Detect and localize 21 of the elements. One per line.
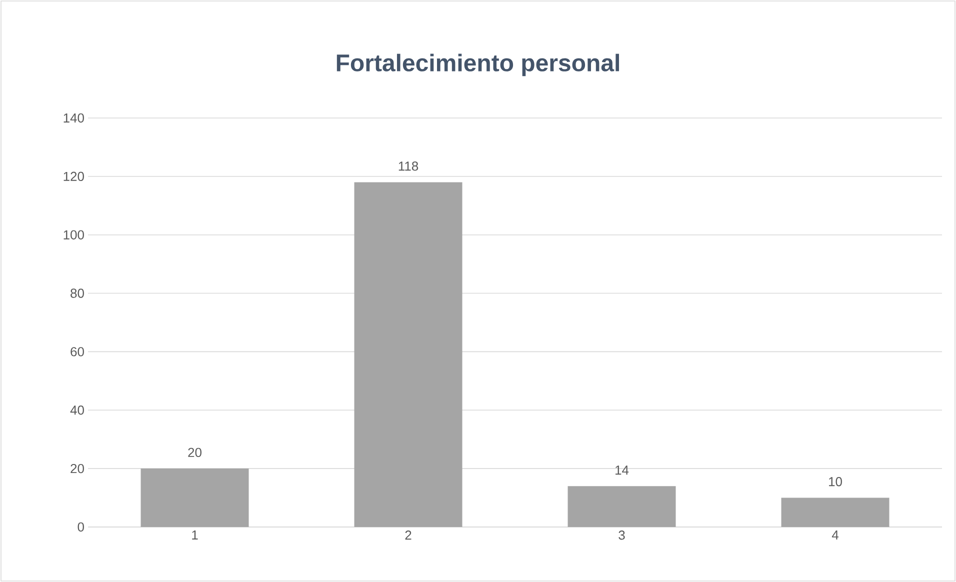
x-tick-label: 3 — [618, 530, 625, 540]
chart-title: Fortalecimiento personal — [336, 54, 619, 76]
bar — [781, 498, 890, 527]
bar — [354, 182, 462, 527]
data-label: 10 — [829, 477, 842, 486]
y-tick-label: 120 — [64, 172, 84, 182]
data-label: 118 — [398, 162, 418, 171]
x-tick-label: 4 — [832, 530, 838, 540]
y-tick-label: 20 — [70, 464, 84, 474]
y-tick-label: 60 — [70, 347, 84, 356]
bar — [140, 468, 249, 527]
y-tick-label: 0 — [78, 522, 84, 532]
y-tick-label: 40 — [70, 406, 84, 415]
x-tick-label: 1 — [192, 530, 198, 540]
bar — [568, 486, 676, 527]
y-tick-label: 80 — [70, 288, 84, 298]
data-label: 20 — [188, 448, 202, 458]
y-tick-label: 140 — [64, 113, 84, 123]
x-tick-label: 2 — [405, 530, 412, 540]
y-tick-label: 100 — [64, 230, 84, 240]
data-label: 14 — [616, 466, 629, 475]
